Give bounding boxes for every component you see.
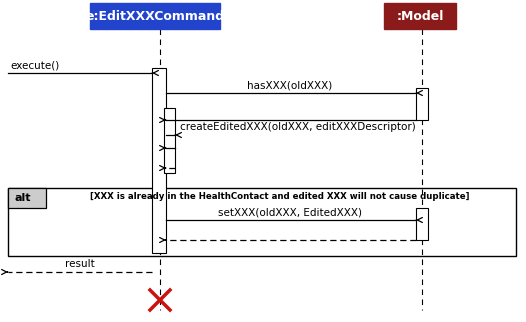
Text: [XXX is already in the HealthContact and edited XXX will not cause duplicate]: [XXX is already in the HealthContact and… <box>90 192 470 201</box>
Text: e:EditXXXCommand: e:EditXXXCommand <box>85 10 225 23</box>
Text: result: result <box>65 259 95 269</box>
Text: setXXX(oldXXX, EditedXXX): setXXX(oldXXX, EditedXXX) <box>218 207 362 217</box>
Bar <box>152 68 166 253</box>
Bar <box>384 3 456 29</box>
Text: alt: alt <box>15 193 31 203</box>
Bar <box>416 88 428 120</box>
Bar <box>416 208 428 240</box>
Bar <box>164 108 175 173</box>
Text: execute(): execute() <box>10 60 59 70</box>
Text: :Model: :Model <box>396 10 444 23</box>
Text: createEditedXXX(oldXXX, editXXXDescriptor): createEditedXXX(oldXXX, editXXXDescripto… <box>180 122 416 132</box>
Bar <box>90 3 220 29</box>
Bar <box>8 188 516 256</box>
Text: hasXXX(oldXXX): hasXXX(oldXXX) <box>247 80 332 90</box>
Polygon shape <box>8 188 46 208</box>
